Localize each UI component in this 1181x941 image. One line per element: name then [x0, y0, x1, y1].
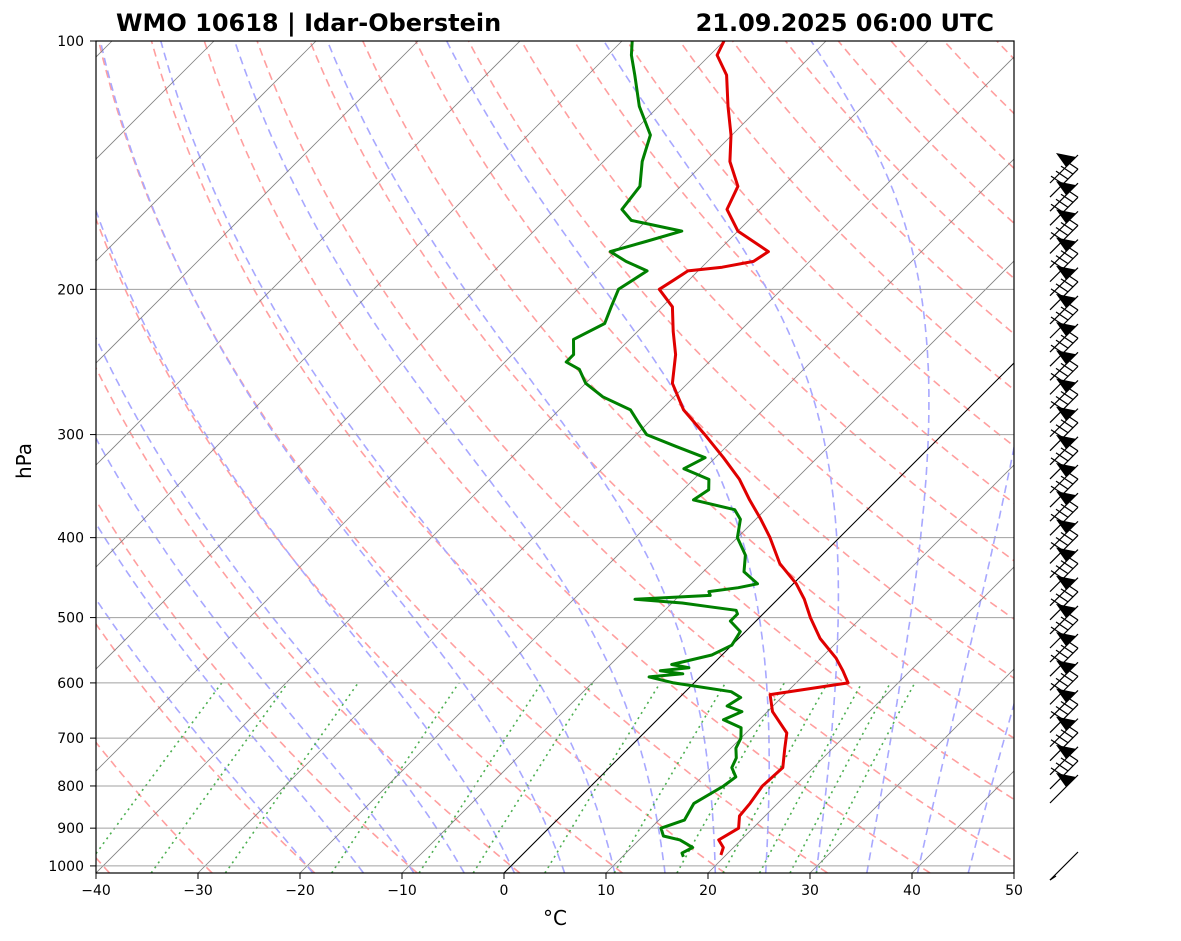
moist-adiabat-line: [916, 443, 1014, 873]
mixing-ratio-line: [224, 682, 359, 873]
x-tick-label: 10: [597, 883, 615, 899]
y-tick-label: 900: [57, 821, 84, 837]
y-tick-label: 200: [57, 282, 84, 298]
isotherm-line: [605, 464, 1014, 873]
isotherm-line: [96, 41, 521, 466]
y-tick-label: 400: [57, 531, 84, 547]
isotherm-line: [1013, 872, 1014, 873]
isotherm-line: [401, 260, 1014, 873]
dry-adiabat-line: [731, 41, 1014, 335]
moist-adiabat-line: [96, 436, 415, 873]
wind-barb: [1049, 851, 1079, 881]
y-axis-label: hPa: [12, 443, 36, 479]
dry-adiabat-line: [203, 41, 931, 873]
dry-adiabat-line: [256, 41, 1014, 863]
chart-title-station: WMO 10618 | Idar-Oberstein: [116, 9, 501, 37]
dry-adiabat-line: [96, 216, 623, 873]
isobars: [96, 41, 1014, 867]
mixing-ratio-line: [544, 682, 661, 873]
moist-adiabat-line: [810, 41, 930, 873]
mixing-ratio-line: [472, 682, 594, 873]
moist-adiabat-line: [99, 41, 566, 873]
isotherm-line: [0, 41, 10, 873]
mixing-ratio-line: [789, 682, 892, 873]
wind-barb: [1049, 773, 1079, 804]
parcel-line: [503, 362, 1014, 873]
moist-adiabat-line: [96, 336, 465, 873]
mixing-ratio-line: [418, 682, 543, 873]
isotherm-line: [299, 158, 1014, 873]
moist-adiabat-line: [96, 597, 314, 873]
y-tick-label: 600: [57, 676, 84, 692]
moist-adiabat-line: [326, 41, 717, 873]
y-tick-label: 1000: [48, 859, 84, 875]
mixing-ratio-lines: [96, 682, 916, 873]
mixing-ratio-line: [331, 682, 460, 873]
sounding-series: [564, 41, 850, 858]
zero-isotherm-line: [503, 362, 1014, 873]
y-tick-label: 300: [57, 428, 84, 444]
wind-barb: [1049, 611, 1079, 649]
wind-barbs: [1049, 153, 1079, 881]
y-tick-label: 700: [57, 731, 84, 747]
x-axis-label: °C: [543, 906, 567, 930]
dry-adiabat-line: [96, 366, 521, 873]
x-tick-label: 20: [699, 883, 717, 899]
chart-title-datetime: 21.09.2025 06:00 UTC: [696, 9, 994, 37]
x-tick-label: −20: [285, 883, 315, 899]
dry-adiabat-line: [996, 41, 1014, 60]
moist-adiabat-line: [445, 41, 770, 873]
moist-adiabat-line: [233, 41, 666, 873]
moist-adiabat-line: [96, 522, 365, 873]
isotherm-line: [96, 41, 419, 364]
moist-adiabat-line: [160, 41, 616, 873]
mixing-ratio-line: [96, 682, 223, 855]
isotherm-line: [809, 668, 1014, 873]
dewpoint-profile-line: [564, 41, 759, 858]
isotherms: [0, 41, 1181, 873]
dry-adiabat-line: [573, 41, 1014, 505]
isotherm-line: [96, 41, 317, 262]
x-tick-label: 0: [500, 883, 509, 899]
isotherm-line: [96, 41, 827, 772]
mixing-ratio-line: [150, 682, 289, 873]
isotherm-line: [1116, 41, 1181, 873]
x-tick-label: 40: [903, 883, 921, 899]
plot-area: [0, 41, 1181, 873]
isotherm-line: [96, 41, 929, 873]
dry-adiabat-line: [679, 41, 1014, 391]
moist-adiabat-line: [96, 208, 516, 873]
moist-adiabat-line: [967, 701, 1014, 873]
y-axis-ticks: 100 200 300 400 500 600 700 800 900 1000: [48, 34, 96, 875]
dry-adiabat-line: [626, 41, 1014, 448]
plot-frame: [95, 40, 1015, 874]
mixing-ratio-line: [815, 682, 916, 873]
temperature-profile-line: [657, 41, 850, 856]
y-tick-label: 800: [57, 779, 84, 795]
dry-adiabats: [96, 41, 1014, 873]
moist-adiabat-line: [1019, 41, 1181, 873]
y-tick-label: 500: [57, 611, 84, 627]
x-tick-label: −10: [387, 883, 417, 899]
dry-adiabat-line: [520, 41, 1014, 562]
x-axis-ticks: −40 −30 −20 −10 0 10 20 30 40 50: [81, 873, 1023, 899]
moist-adiabats: [96, 41, 1181, 873]
dry-adiabat-line: [96, 741, 213, 873]
x-tick-label: −40: [81, 883, 111, 899]
isotherm-line: [707, 566, 1014, 873]
isotherm-line: [96, 41, 623, 568]
mixing-ratio-line: [613, 682, 727, 873]
y-tick-label: 100: [57, 34, 84, 50]
x-tick-label: −30: [183, 883, 213, 899]
x-tick-label: 50: [1005, 883, 1023, 899]
x-tick-label: 30: [801, 883, 819, 899]
dry-adiabat-line: [96, 499, 418, 873]
dry-adiabat-line: [837, 41, 1014, 225]
isotherm-line: [96, 41, 725, 670]
isotherm-line: [197, 56, 1014, 873]
dry-adiabat-line: [96, 622, 316, 873]
